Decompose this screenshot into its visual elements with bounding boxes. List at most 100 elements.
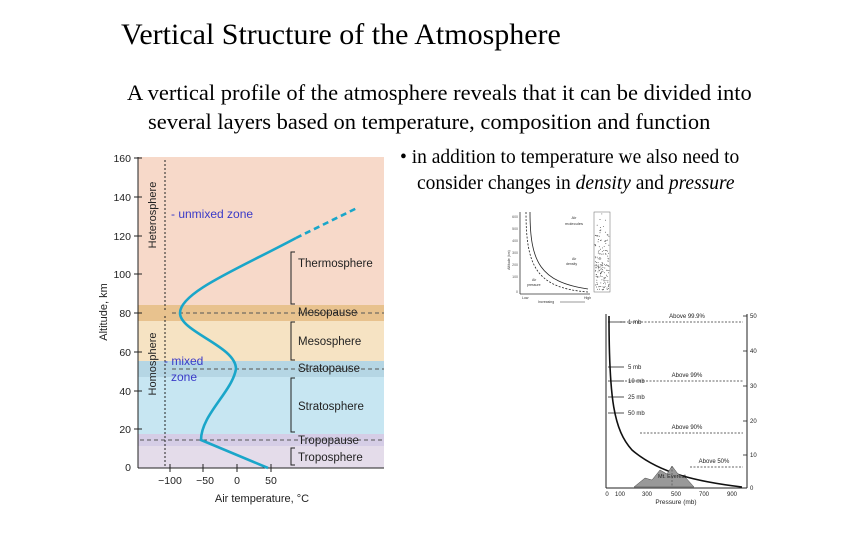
air-molecule-dot: [606, 250, 608, 252]
air-molecule-dot: [597, 266, 599, 267]
thumb-y-tick-300: 300: [512, 251, 518, 255]
intro-line-2: several layers based on temperature, com…: [148, 109, 711, 134]
air-molecule-dot: [605, 280, 607, 282]
y-tick-label-160: 160: [113, 153, 131, 165]
pressure-x-tick-100: 100: [615, 492, 626, 498]
air-molecule-dot: [602, 270, 604, 272]
air-molecule-dot: [601, 276, 603, 277]
intro-text: A vertical profile of the atmosphere rev…: [127, 78, 752, 136]
air-molecule-dot: [599, 230, 601, 232]
air-molecule-dot: [600, 240, 601, 241]
air-molecule-dot: [603, 272, 605, 274]
air-molecule-dot: [607, 239, 609, 241]
air-molecule-dot: [602, 289, 604, 291]
air-molecule-dot: [597, 252, 599, 254]
troposphere-band: [138, 446, 384, 468]
air-molecule-dot: [603, 282, 605, 284]
air-molecule-dot: [604, 283, 606, 285]
air-molecule-dot: [594, 257, 596, 259]
air-molecule-dot: [599, 256, 601, 258]
above-50-label: Above 50%: [699, 459, 730, 465]
air-molecule-dot: [597, 241, 599, 243]
pressure-y-tick-40: 40: [750, 349, 757, 355]
mb-label-10: 10 mb: [628, 379, 645, 385]
air-molecule-dot: [601, 288, 603, 290]
air-molecule-dot: [607, 252, 609, 254]
thumb-air-density-label-1: Air: [572, 257, 577, 261]
air-molecule-dot: [604, 281, 606, 283]
bullet-line-2: consider changes in density and pressure: [400, 171, 739, 197]
thermosphere-label: Thermosphere: [298, 258, 373, 270]
pressure-curve: [608, 315, 743, 488]
stratosphere-band: [138, 377, 384, 434]
air-molecule-dot: [594, 261, 596, 263]
air-molecule-dot: [601, 269, 603, 271]
mb-label-1: 1 mb: [628, 320, 642, 326]
thumb-y-tick-400: 400: [512, 239, 518, 243]
air-molecule-dot: [597, 267, 599, 269]
air-molecule-dot: [596, 275, 598, 277]
pressure-y-tick-30: 30: [750, 384, 757, 390]
air-molecule-dot: [596, 235, 598, 237]
air-molecule-dot: [601, 213, 603, 215]
bullet-text-a: consider changes in: [417, 173, 576, 194]
pressure-x-tick-300: 300: [642, 492, 653, 498]
air-molecule-dot: [606, 287, 608, 289]
air-molecule-dot: [596, 265, 598, 267]
air-molecule-dot: [595, 273, 597, 275]
air-molecule-dot: [597, 271, 599, 273]
air-molecule-dot: [600, 239, 602, 241]
air-molecule-dot: [595, 235, 597, 236]
mb-label-50: 50 mb: [628, 411, 645, 417]
y-axis-label: Altitude, km: [98, 283, 110, 340]
air-molecule-dot: [606, 249, 608, 251]
y-tick-label-60: 60: [119, 347, 131, 359]
thumb-air-pressure-label-2: pressure: [527, 283, 541, 287]
thumb-air-density-label-2: density: [566, 262, 577, 266]
air-molecule-dot: [600, 258, 602, 260]
air-molecule-dot: [608, 244, 610, 246]
air-molecule-dot: [607, 281, 609, 283]
pressure-y-tick-50: 50: [750, 314, 757, 320]
air-molecule-dot: [600, 267, 602, 269]
air-molecule-dot: [594, 256, 596, 258]
air-molecule-dot: [601, 247, 603, 249]
pressure-x-tick-0: 0: [605, 492, 609, 498]
air-molecule-dot: [600, 275, 601, 277]
air-molecule-dot: [604, 250, 606, 252]
above-90-label: Above 90%: [672, 425, 703, 431]
air-molecule-dot: [604, 231, 606, 233]
y-tick-label-0: 0: [125, 462, 131, 474]
air-molecule-dot: [601, 250, 603, 252]
air-molecule-dot: [608, 265, 610, 267]
air-molecule-dot: [604, 264, 606, 266]
air-molecule-dot: [596, 279, 598, 281]
air-molecule-dot: [599, 273, 601, 275]
air-molecule-dot: [605, 240, 607, 242]
mesopause-label: Mesopause: [298, 307, 357, 319]
air-molecule-dot: [602, 265, 604, 267]
air-molecule-dot: [603, 249, 605, 251]
mesosphere-band: [138, 321, 384, 361]
air-molecule-dot: [601, 279, 603, 281]
air-molecule-dot: [599, 253, 601, 255]
troposphere-label: Troposphere: [298, 452, 363, 464]
everest-label: Mt. Everest: [658, 474, 686, 480]
air-molecule-dot: [608, 284, 610, 286]
density-word: density: [575, 173, 631, 194]
air-molecule-dot: [607, 269, 609, 271]
temperature-curve-extension: [295, 206, 358, 240]
bullet-point: • in addition to temperature we also nee…: [400, 145, 739, 197]
air-molecule-dot: [601, 272, 603, 274]
air-molecule-dot: [596, 286, 597, 288]
mesosphere-label: Mesosphere: [298, 336, 361, 348]
air-molecule-dot: [600, 229, 602, 231]
pressure-y-tick-20: 20: [750, 419, 757, 425]
air-molecule-dot: [604, 240, 606, 242]
pressure-x-tick-700: 700: [699, 492, 710, 498]
air-molecule-dot: [606, 274, 608, 276]
mountain-silhouette: [633, 465, 695, 488]
pressure-y-tick-10: 10: [750, 453, 757, 459]
air-molecule-dot: [607, 257, 609, 259]
air-molecule-dot: [597, 251, 599, 253]
